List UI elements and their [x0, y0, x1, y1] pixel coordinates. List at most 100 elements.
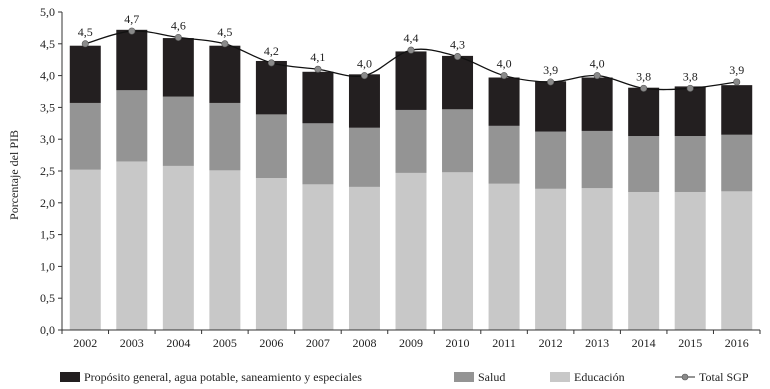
x-tick-label: 2004	[166, 336, 190, 350]
y-tick-label: 4,5	[40, 37, 55, 51]
x-tick-label: 2014	[632, 336, 656, 350]
bar-segment-salud-2011	[488, 125, 520, 184]
bar-segment-educacion-2014	[628, 191, 660, 330]
bar-segment-salud-2003	[116, 90, 148, 162]
bar-segment-salud-2010	[442, 109, 474, 173]
bar-segment-proposito-2015	[674, 86, 706, 137]
bar-segment-salud-2008	[348, 127, 380, 187]
y-tick-label: 1,5	[40, 228, 55, 242]
total-label-2011: 4,0	[497, 57, 512, 71]
total-label-2005: 4,5	[217, 25, 232, 39]
y-tick-label: 0,5	[40, 291, 55, 305]
bar-segment-educacion-2012	[535, 188, 567, 330]
total-point-2003	[128, 27, 136, 35]
bar-segment-salud-2009	[395, 109, 427, 173]
bar-segment-salud-2007	[302, 123, 334, 185]
x-tick-label: 2010	[446, 336, 470, 350]
total-point-2009	[407, 46, 415, 54]
legend-swatch-prop	[60, 372, 80, 382]
total-point-2007	[314, 65, 322, 73]
total-label-2016: 3,9	[729, 63, 744, 77]
total-point-2011	[500, 72, 508, 80]
total-point-2015	[686, 84, 694, 92]
total-label-2015: 3,8	[683, 69, 698, 83]
bar-segment-salud-2004	[162, 96, 194, 166]
total-label-2002: 4,5	[78, 25, 93, 39]
total-point-2016	[733, 78, 741, 86]
total-label-2004: 4,6	[171, 18, 186, 32]
total-label-2013: 4,0	[590, 57, 605, 71]
x-tick-label: 2012	[539, 336, 563, 350]
bar-segment-proposito-2005	[209, 45, 241, 103]
x-tick-label: 2013	[585, 336, 609, 350]
bar-segment-salud-2006	[255, 114, 287, 178]
x-tick-label: 2007	[306, 336, 330, 350]
bar-segment-proposito-2016	[721, 85, 753, 135]
y-tick-label: 2,0	[40, 196, 55, 210]
bar-segment-proposito-2002	[69, 45, 101, 103]
bar-segment-educacion-2013	[581, 188, 613, 330]
legend-label-salud: Salud	[478, 370, 505, 384]
total-point-2004	[174, 33, 182, 41]
y-tick-label: 2,5	[40, 164, 55, 178]
total-point-2008	[360, 72, 368, 80]
bar-segment-educacion-2003	[116, 161, 148, 330]
bar-segment-educacion-2006	[255, 177, 287, 330]
y-tick-label: 3,5	[40, 100, 55, 114]
total-label-2007: 4,1	[310, 50, 325, 64]
total-label-2010: 4,3	[450, 38, 465, 52]
bar-segment-proposito-2012	[535, 81, 567, 132]
legend: Propósito general, agua potable, saneami…	[60, 370, 749, 384]
bar-segment-proposito-2010	[442, 55, 474, 110]
bar-segment-proposito-2009	[395, 51, 427, 110]
bar-segment-educacion-2010	[442, 172, 474, 330]
y-tick-label: 3,0	[40, 132, 55, 146]
total-label-2008: 4,0	[357, 57, 372, 71]
bar-segment-salud-2013	[581, 130, 613, 189]
total-point-2013	[593, 72, 601, 80]
bar-segment-proposito-2004	[162, 38, 194, 97]
total-point-2005	[221, 40, 229, 48]
legend-swatch-edu	[550, 372, 570, 382]
bar-segment-salud-2015	[674, 136, 706, 192]
bar-segment-educacion-2015	[674, 191, 706, 330]
legend-label-prop: Propósito general, agua potable, saneami…	[84, 370, 362, 384]
x-tick-label: 2009	[399, 336, 423, 350]
y-tick-label: 4,0	[40, 69, 55, 83]
bar-segment-salud-2016	[721, 134, 753, 192]
total-point-2014	[640, 84, 648, 92]
bar-segment-proposito-2014	[628, 87, 660, 137]
x-tick-label: 2015	[678, 336, 702, 350]
bar-segment-proposito-2013	[581, 77, 613, 131]
legend-label-edu: Educación	[574, 370, 625, 384]
bar-segment-educacion-2016	[721, 191, 753, 330]
total-point-2010	[454, 53, 462, 61]
x-tick-label: 2003	[120, 336, 144, 350]
total-label-2012: 3,9	[543, 63, 558, 77]
total-line-layer: 4,5 4,7 4,6 4,5 4,2 4,1 4,0 4,4 4,3 4,0 3,9 4,0 3,8 3…	[78, 12, 744, 92]
y-tick-label: 5,0	[40, 5, 55, 19]
legend-swatch-salud	[454, 372, 474, 382]
total-label-2009: 4,4	[404, 31, 419, 45]
bars-layer	[69, 29, 753, 330]
bar-segment-proposito-2003	[116, 29, 148, 91]
x-tick-label: 2002	[73, 336, 97, 350]
bar-segment-educacion-2008	[348, 186, 380, 330]
x-tick-label: 2008	[352, 336, 376, 350]
bar-segment-educacion-2007	[302, 184, 334, 330]
bar-segment-proposito-2007	[302, 71, 334, 124]
bar-segment-proposito-2008	[348, 74, 380, 128]
bar-segment-salud-2012	[535, 131, 567, 189]
legend-marker-total	[681, 373, 689, 381]
total-label-2014: 3,8	[636, 69, 651, 83]
bar-segment-educacion-2009	[395, 172, 427, 330]
x-tick-label: 2005	[213, 336, 237, 350]
bar-segment-educacion-2002	[69, 169, 101, 330]
x-tick-label: 2011	[492, 336, 516, 350]
y-tick-label: 0,0	[40, 323, 55, 337]
axes-layer: 0,0 0,5 1,0 1,5 2,0 2,5 3,0 3,5 4,0 4,5 5,0 2002 200…	[40, 5, 761, 350]
bar-segment-salud-2002	[69, 102, 101, 170]
y-tick-label: 1,0	[40, 259, 55, 273]
x-tick-label: 2006	[259, 336, 283, 350]
